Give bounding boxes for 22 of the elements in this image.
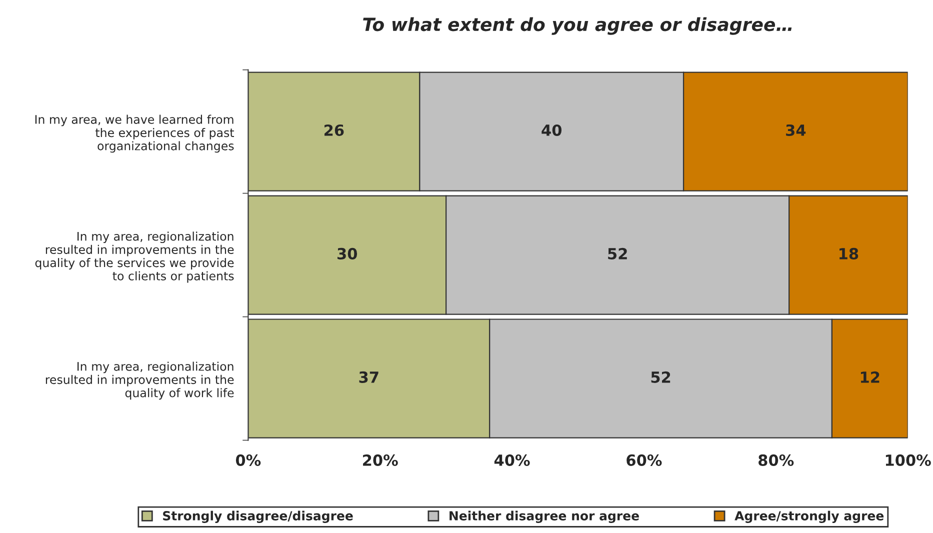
legend-label: Neither disagree nor agree (450, 510, 639, 523)
data-label: 37 (359, 371, 378, 383)
data-label: 30 (338, 248, 358, 260)
x-tick-label: 0% (236, 454, 261, 466)
data-label: 12 (860, 371, 880, 383)
chart-title: To what extent do you agree or disagree… (363, 17, 792, 35)
x-tick-label: 100% (886, 454, 931, 466)
legend-label: Strongly disagree/disagree (163, 510, 353, 523)
data-label: 34 (786, 124, 806, 136)
data-label: 18 (840, 248, 858, 260)
data-label: 26 (324, 124, 344, 136)
x-tick-label: 40% (494, 454, 530, 466)
data-label: 52 (651, 371, 670, 383)
data-label: 40 (542, 124, 562, 136)
y-tick-label: In my area, regionalization resulted in improvements in the quality of work life (46, 362, 234, 400)
x-tick-label: 20% (363, 454, 398, 466)
x-tick-label: 80% (758, 454, 794, 466)
legend-label: Agree/strongly agree (734, 510, 884, 523)
data-label: 52 (608, 248, 627, 260)
x-tick-label: 60% (626, 454, 662, 466)
y-tick-label: In my area, we have learned from the experiences of past organizational changes (35, 114, 234, 153)
y-tick-label: In my area, regionalization resulted in improvements in the quality of the services we provide to clients or patients (35, 232, 234, 283)
